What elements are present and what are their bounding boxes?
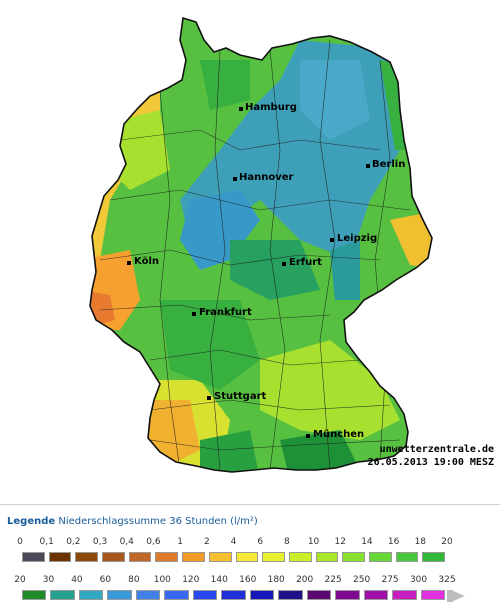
row2-tick-label: 40	[71, 575, 83, 585]
row1-tick-label: 10	[307, 537, 320, 547]
row2-color-swatch	[335, 590, 360, 600]
precipitation-map: Hamburg Berlin Hannover Leipzig Köln Erf…	[89, 17, 494, 473]
city-label-leipzig: Leipzig	[337, 233, 378, 244]
row1-color-swatch	[75, 552, 99, 562]
credit-site: unwetterzentrale.de	[379, 444, 494, 455]
row1-color-swatch	[182, 552, 205, 562]
city-marker-hamburg	[239, 107, 243, 111]
city-marker-frankfurt	[192, 312, 196, 316]
row1-tick-label: 16	[387, 537, 400, 547]
row2-tick-label: 275	[381, 575, 399, 585]
row2-color-swatch	[50, 590, 75, 600]
row2-tick-label: 200	[296, 575, 314, 585]
city-marker-hannover	[233, 177, 237, 181]
credit-timestamp: 26.05.2013 19:00 MESZ	[367, 457, 494, 468]
row2-tick-label: 100	[153, 575, 171, 585]
row2-color-swatch	[420, 590, 445, 600]
row2-tick-label: 60	[99, 575, 112, 585]
legend-title: Legende Niederschlagssumme 36 Stunden (l…	[7, 516, 258, 527]
row2-color-swatch	[22, 590, 47, 600]
city-label-erfurt: Erfurt	[289, 257, 322, 268]
row1-tick-label: 12	[334, 537, 346, 547]
row2-color-swatch	[278, 590, 303, 600]
row2-tick-label: 160	[239, 575, 257, 585]
row1-color-swatch	[315, 552, 339, 562]
row1-tick-label: 0,3	[92, 537, 108, 547]
city-marker-muenchen	[306, 434, 310, 438]
row2-color-swatch	[363, 590, 389, 600]
row1-color-swatch	[342, 552, 365, 562]
legend-row1-labels: 0 0,1 0,2 0,3 0,4 0,6 1 2 4 6 8 10 12 14 16 18 20	[0, 537, 500, 549]
row1-color-swatch	[262, 552, 285, 562]
city-label-koeln: Köln	[134, 256, 159, 267]
map-credit: unwetterzentrale.de 26.05.2013 19:00 MES…	[368, 443, 494, 469]
row1-tick-label: 0,4	[119, 537, 134, 547]
city-label-hamburg: Hamburg	[245, 102, 297, 113]
row2-tick-label: 120	[182, 575, 200, 585]
row1-tick-label: 8	[284, 537, 290, 547]
row1-tick-label: 20	[441, 537, 453, 547]
row1-color-swatch	[235, 552, 259, 562]
city-label-berlin: Berlin	[372, 159, 406, 170]
row1-tick-label: 1	[177, 537, 183, 547]
row2-color-swatch	[78, 590, 104, 600]
city-marker-berlin	[366, 164, 370, 168]
legend-overflow-arrow-base	[447, 590, 453, 602]
city-label-muenchen: München	[313, 429, 365, 440]
row2-tick-label: 140	[210, 575, 228, 585]
row1-tick-label: 2	[203, 537, 210, 547]
row2-color-swatch	[306, 590, 332, 600]
row1-tick-label: 0,6	[146, 537, 161, 547]
row2-color-swatch	[164, 590, 189, 600]
row1-color-swatch	[422, 552, 445, 562]
germany-map-graphic	[89, 17, 433, 473]
row1-tick-label: 0,2	[66, 537, 81, 547]
row2-tick-label: 20	[14, 575, 26, 585]
row2-tick-label: 180	[267, 575, 285, 585]
row2-color-swatch	[192, 590, 218, 600]
legend-heading: Legende	[7, 516, 56, 527]
row1-color-swatch	[48, 552, 72, 562]
row2-tick-label: 225	[324, 575, 342, 585]
row1-color-swatch	[102, 552, 125, 562]
row1-color-swatch	[288, 552, 312, 562]
row2-color-swatch	[392, 590, 417, 600]
row1-tick-label: 6	[257, 537, 264, 547]
city-marker-koeln	[127, 261, 131, 265]
city-marker-stuttgart	[207, 396, 211, 400]
row2-tick-label: 250	[353, 575, 371, 585]
city-marker-leipzig	[330, 238, 334, 242]
row2-tick-label: 325	[438, 575, 456, 585]
legend-subtitle: Niederschlagssumme 36 Stunden (l/m²)	[58, 516, 258, 527]
row1-color-swatch	[368, 552, 392, 562]
row1-tick-label: 18	[414, 537, 427, 547]
legend-row2-swatches	[0, 590, 500, 601]
city-label-hannover: Hannover	[239, 172, 294, 183]
row2-color-swatch	[249, 590, 275, 600]
row1-tick-label: 0,1	[39, 537, 54, 547]
row1-color-swatch	[128, 552, 152, 562]
legend-row2-labels: 20 30 40 60 80 100 120 140 160 180 200 225 250 275 300…	[0, 575, 500, 587]
row2-color-swatch	[221, 590, 246, 600]
row1-color-swatch	[395, 552, 419, 562]
row1-color-swatch	[155, 552, 179, 562]
row2-color-swatch	[135, 590, 161, 600]
row1-tick-label: 4	[230, 537, 237, 547]
city-label-frankfurt: Frankfurt	[199, 307, 252, 318]
row1-color-swatch	[208, 552, 232, 562]
row2-tick-label: 30	[42, 575, 55, 585]
city-label-stuttgart: Stuttgart	[214, 391, 267, 402]
legend-divider	[0, 504, 500, 505]
row2-color-swatch	[107, 590, 132, 600]
legend-row1-swatches	[0, 552, 500, 563]
row1-tick-label: 14	[361, 537, 373, 547]
row2-tick-label: 80	[128, 575, 140, 585]
row1-color-swatch	[22, 552, 45, 562]
row2-tick-label: 300	[409, 575, 428, 585]
row1-tick-label: 0	[17, 537, 23, 547]
city-marker-erfurt	[282, 262, 286, 266]
legend-overflow-arrow-icon	[451, 590, 465, 602]
